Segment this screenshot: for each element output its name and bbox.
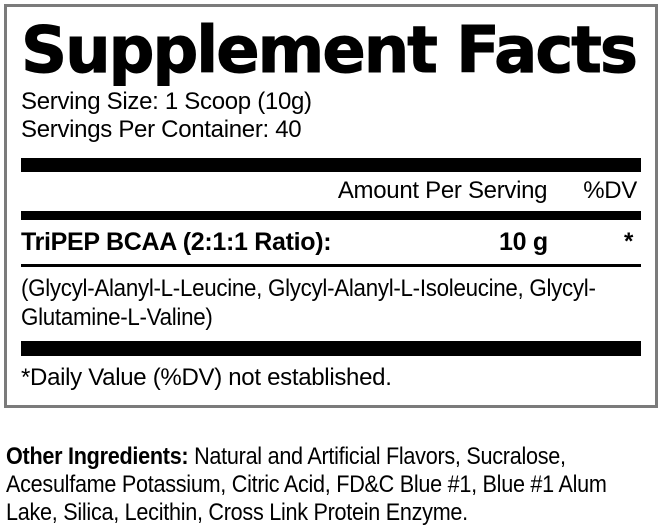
servings-per-container: Servings Per Container: 40 [21,116,302,143]
divider-thick-top [21,158,641,172]
nutrient-amount: 10 g [499,228,548,256]
panel-title: Supplement Facts [21,14,639,88]
nutrient-name: TriPEP BCAA (2:1:1 Ratio): [21,228,332,256]
other-ingredients-label: Other Ingredients: [6,443,189,470]
serving-size: Serving Size: 1 Scoop (10g) [21,88,312,115]
daily-value-footnote: *Daily Value (%DV) not established. [21,364,392,391]
dv-header: %DV [583,177,637,204]
nutrient-row: TriPEP BCAA (2:1:1 Ratio): 10 g * [21,220,641,264]
other-ingredients-text: Natural and Artificial Flavors, Sucralos… [6,443,607,526]
ingredients-note: (Glycyl-Alanyl-L-Leucine, Glycyl-Alanyl-… [21,275,596,331]
amount-per-serving-header: Amount Per Serving [337,177,548,204]
divider-thin [21,264,641,267]
divider-thick-bottom [21,341,641,356]
column-header-row: Amount Per Serving %DV [21,172,641,211]
supplement-facts-panel: Supplement Facts Serving Size: 1 Scoop (… [4,4,658,408]
nutrient-dv: * [623,228,633,255]
other-ingredients: Other Ingredients: Natural and Artificia… [6,443,656,527]
divider-medium [21,211,641,220]
